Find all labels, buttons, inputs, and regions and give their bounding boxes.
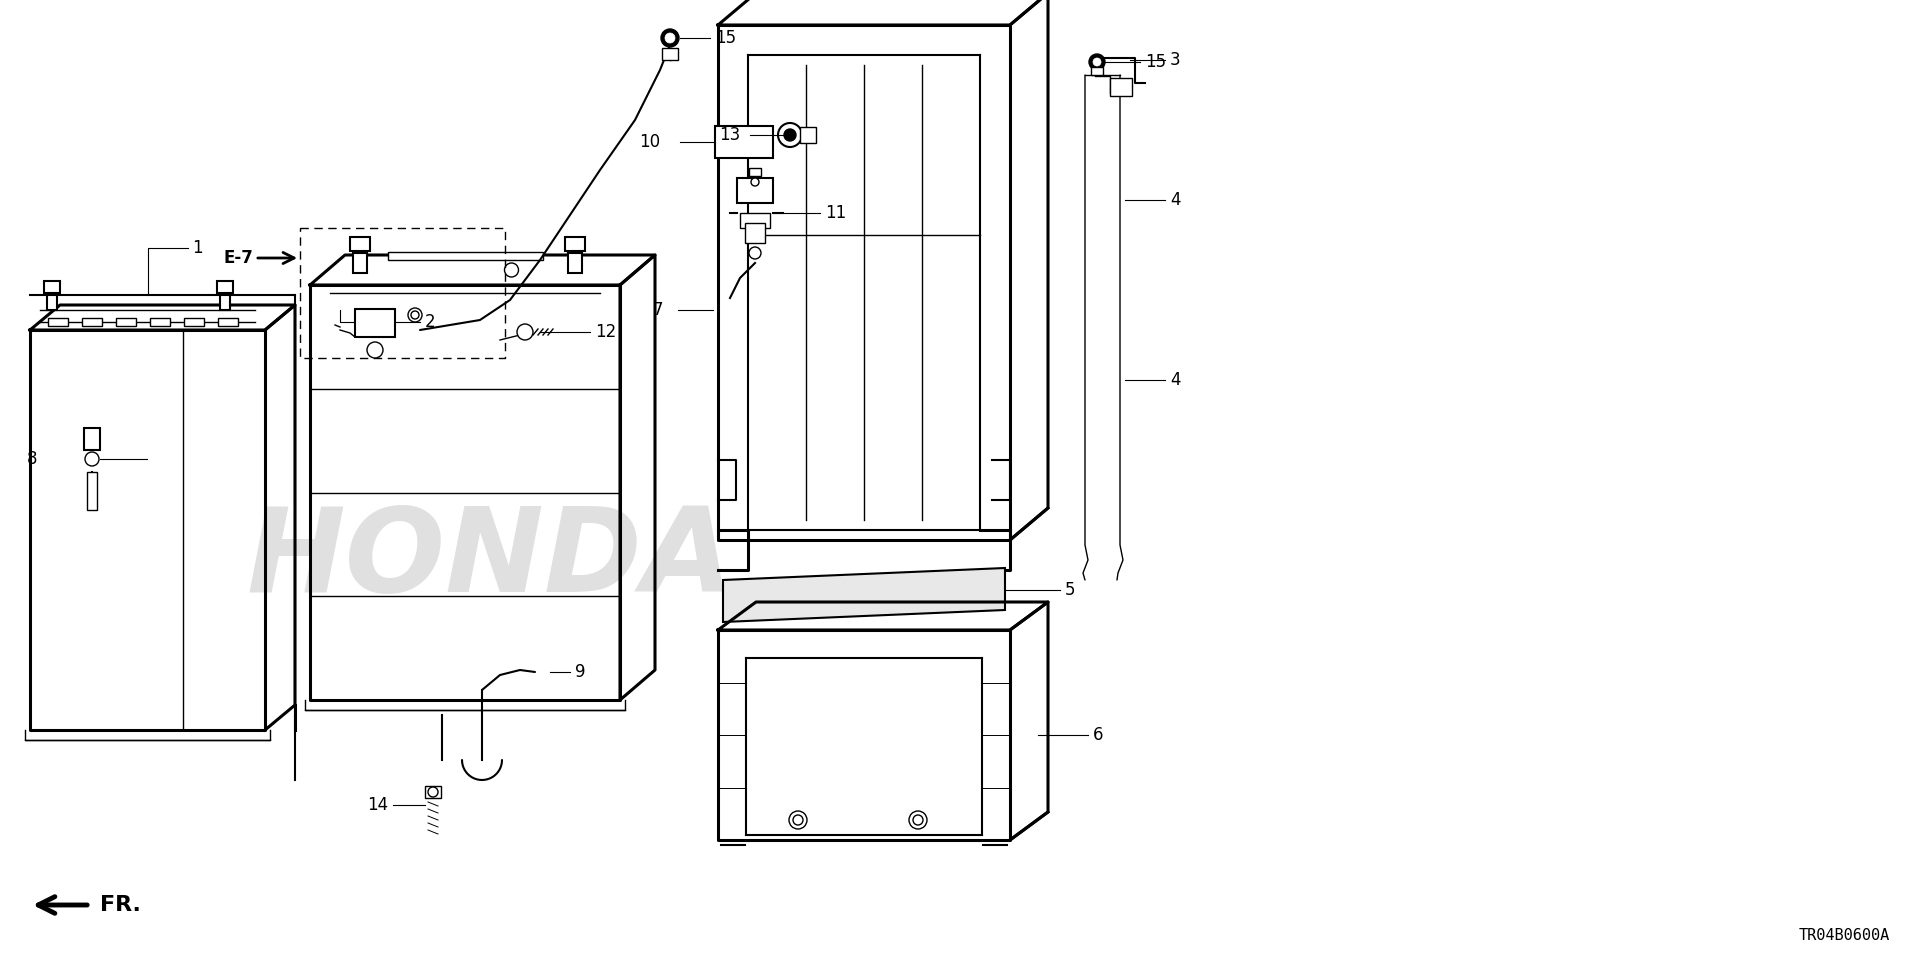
Bar — [1110, 78, 1133, 96]
Text: 10: 10 — [639, 133, 660, 151]
Text: 13: 13 — [718, 126, 739, 144]
Bar — [46, 295, 58, 310]
Circle shape — [367, 342, 382, 358]
Text: 5: 5 — [1066, 581, 1075, 599]
Text: 12: 12 — [595, 323, 616, 341]
Bar — [217, 281, 232, 293]
Circle shape — [660, 29, 680, 47]
Text: 4: 4 — [1169, 191, 1181, 209]
Circle shape — [1089, 54, 1106, 70]
Circle shape — [428, 787, 438, 797]
Circle shape — [751, 178, 758, 186]
Bar — [219, 318, 238, 326]
Bar — [355, 309, 396, 337]
Circle shape — [908, 811, 927, 829]
Bar — [1091, 67, 1102, 75]
Text: TR04B0600A: TR04B0600A — [1799, 927, 1889, 943]
Bar — [349, 237, 371, 251]
Text: 14: 14 — [367, 796, 388, 814]
Circle shape — [664, 33, 676, 43]
Polygon shape — [724, 568, 1004, 622]
Text: 15: 15 — [714, 29, 735, 47]
Bar — [353, 253, 367, 273]
Bar — [801, 127, 816, 143]
Text: HONDA: HONDA — [246, 503, 733, 618]
Circle shape — [749, 247, 760, 259]
Text: 6: 6 — [1092, 726, 1104, 744]
Text: 8: 8 — [27, 450, 36, 468]
Bar — [662, 48, 678, 60]
Circle shape — [407, 308, 422, 322]
Bar — [221, 295, 230, 310]
Circle shape — [914, 815, 924, 825]
Text: 3: 3 — [1169, 51, 1181, 69]
Bar — [745, 223, 764, 243]
Bar — [564, 237, 586, 251]
Circle shape — [516, 324, 534, 340]
Bar — [115, 318, 136, 326]
Circle shape — [783, 129, 797, 141]
Text: 1: 1 — [192, 239, 204, 257]
Text: 7: 7 — [653, 301, 662, 319]
Text: 2: 2 — [424, 313, 436, 331]
Text: FR.: FR. — [100, 895, 140, 915]
Text: 15: 15 — [1144, 53, 1165, 71]
Bar — [568, 253, 582, 273]
Text: 9: 9 — [574, 663, 586, 681]
Bar — [388, 252, 543, 260]
Bar — [48, 318, 67, 326]
Text: 4: 4 — [1169, 371, 1181, 389]
Circle shape — [505, 263, 518, 277]
Bar — [44, 281, 60, 293]
Circle shape — [84, 452, 100, 466]
Bar — [737, 178, 774, 203]
Circle shape — [789, 811, 806, 829]
Circle shape — [793, 815, 803, 825]
Bar — [150, 318, 171, 326]
Bar — [714, 126, 774, 158]
Text: 11: 11 — [826, 204, 847, 222]
Circle shape — [411, 311, 419, 319]
Bar — [749, 168, 760, 176]
Bar — [184, 318, 204, 326]
Bar — [86, 472, 98, 510]
Bar — [739, 213, 770, 228]
Bar — [83, 318, 102, 326]
Bar — [424, 786, 442, 798]
Bar — [84, 428, 100, 450]
Circle shape — [1092, 58, 1100, 66]
Circle shape — [778, 123, 803, 147]
Text: E-7: E-7 — [223, 249, 253, 267]
